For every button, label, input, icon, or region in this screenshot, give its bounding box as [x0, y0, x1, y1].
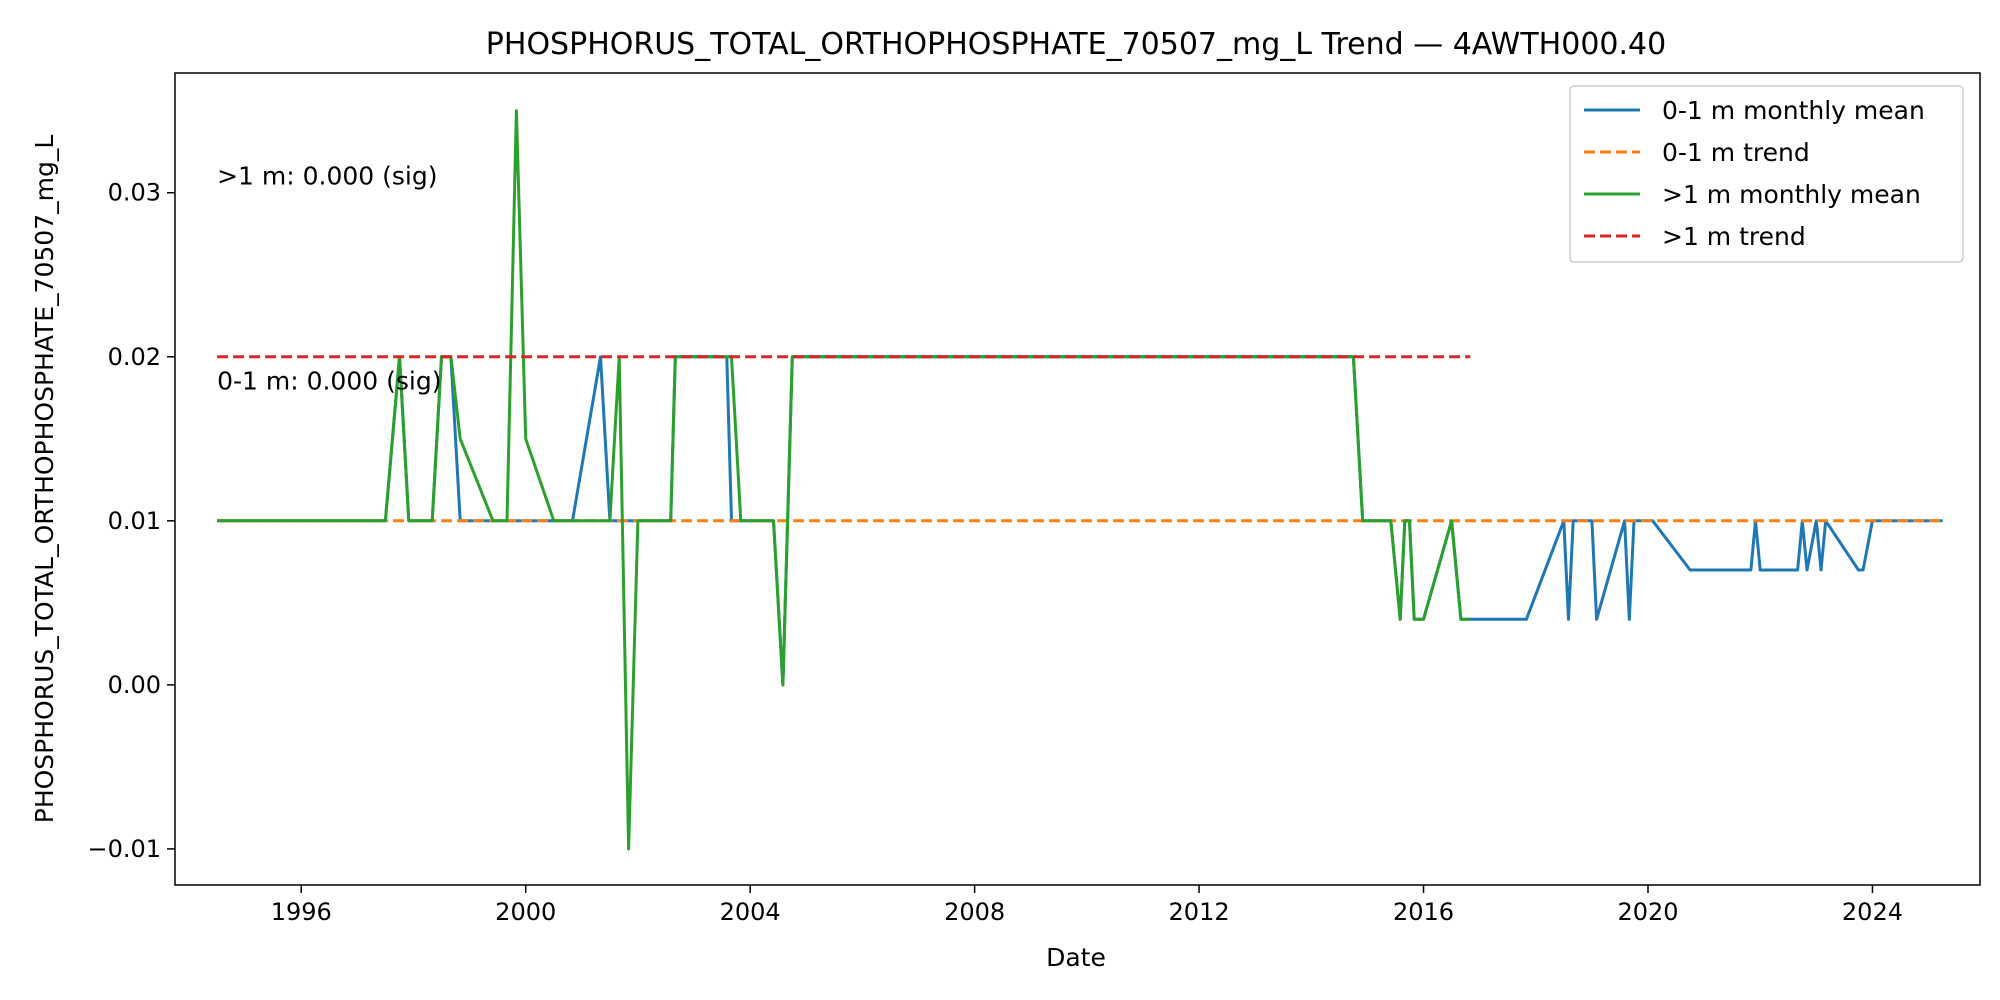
- legend-label: >1 m monthly mean: [1662, 180, 1921, 209]
- x-tick-label: 2020: [1617, 898, 1678, 926]
- series-line-3: [217, 109, 1471, 851]
- x-tick-label: 1996: [271, 898, 332, 926]
- y-tick-label: −0.01: [87, 835, 161, 863]
- x-tick-label: 2016: [1393, 898, 1454, 926]
- legend-items: 0-1 m monthly mean 0-1 m trend >1 m monthl…: [1584, 96, 1925, 251]
- annotation-2: 0-1 m: 0.000 (sig): [217, 366, 441, 395]
- annotations: >1 m: 0.000 (sig) 0-1 m: 0.000 (sig): [217, 161, 441, 395]
- y-tick-label: 0.02: [108, 343, 161, 371]
- y-axis-label: PHOSPHORUS_TOTAL_ORTHOPHOSPHATE_70507_mg…: [30, 135, 59, 824]
- x-tick-label: 2024: [1842, 898, 1903, 926]
- legend-label: 0-1 m trend: [1662, 138, 1810, 167]
- legend-label: 0-1 m monthly mean: [1662, 96, 1925, 125]
- y-tick-label: 0.00: [108, 671, 161, 699]
- legend-box: [1569, 85, 1964, 263]
- annotation-1: >1 m: 0.000 (sig): [217, 161, 437, 190]
- y-axis-ticks: −0.01 0.00 0.01 0.02 0.03: [87, 179, 175, 863]
- legend-label: >1 m trend: [1662, 222, 1806, 251]
- x-tick-label: 2008: [944, 898, 1005, 926]
- y-tick-label: 0.03: [108, 179, 161, 207]
- chart-title: PHOSPHORUS_TOTAL_ORTHOPHOSPHATE_70507_mg…: [486, 27, 1666, 62]
- x-tick-label: 2000: [495, 898, 556, 926]
- x-axis-label: Date: [1046, 943, 1106, 972]
- x-axis-ticks: 1996 2000 2004 2008 2012 2016 2020 2024: [271, 885, 1903, 926]
- plot-frame: [174, 72, 1981, 886]
- series-layer: [217, 109, 1943, 851]
- y-tick-label: 0.01: [108, 507, 161, 535]
- legend: 0-1 m monthly mean 0-1 m trend >1 m monthl…: [1569, 85, 1964, 263]
- x-tick-label: 2012: [1169, 898, 1230, 926]
- x-tick-label: 2004: [720, 898, 781, 926]
